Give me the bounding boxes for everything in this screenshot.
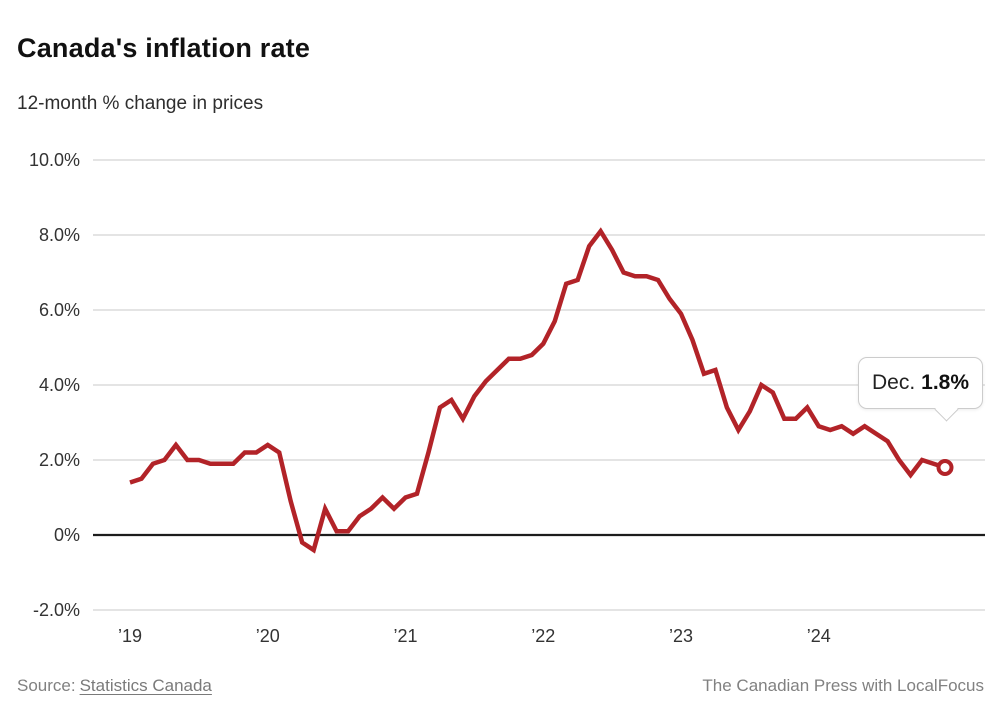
tooltip-value: 1.8%	[921, 371, 970, 394]
y-axis-label: 6.0%	[39, 300, 80, 320]
source-prefix: Source:	[17, 676, 76, 695]
chart-footer: Source: Statistics Canada The Canadian Pr…	[17, 676, 984, 696]
source-link[interactable]: Statistics Canada	[79, 676, 212, 695]
chart-title: Canada's inflation rate	[17, 33, 311, 63]
y-axis-label: 4.0%	[39, 375, 80, 395]
y-axis-label: 0%	[54, 525, 80, 545]
source-line: Source: Statistics Canada	[17, 676, 212, 696]
x-axis-label: ’21	[393, 626, 417, 646]
y-axis-label: 10.0%	[29, 150, 80, 170]
latest-point-marker[interactable]	[936, 459, 954, 476]
y-axis-label: -2.0%	[33, 600, 80, 620]
latest-value-tooltip: Dec. 1.8%	[858, 357, 983, 422]
credit-text: The Canadian Press with LocalFocus	[702, 676, 984, 695]
y-axis-label: 2.0%	[39, 450, 80, 470]
x-axis-label: ’22	[531, 626, 555, 646]
x-axis-label: ’24	[807, 626, 831, 646]
x-axis-label: ’20	[256, 626, 280, 646]
tooltip-month-label: Dec.	[871, 371, 916, 394]
inflation-line	[129, 227, 946, 554]
chart-subtitle: 12-month % change in prices	[17, 93, 264, 114]
y-axis-label: 8.0%	[39, 225, 80, 245]
x-axis-label: ’19	[118, 626, 142, 646]
x-axis-label: ’23	[669, 626, 693, 646]
